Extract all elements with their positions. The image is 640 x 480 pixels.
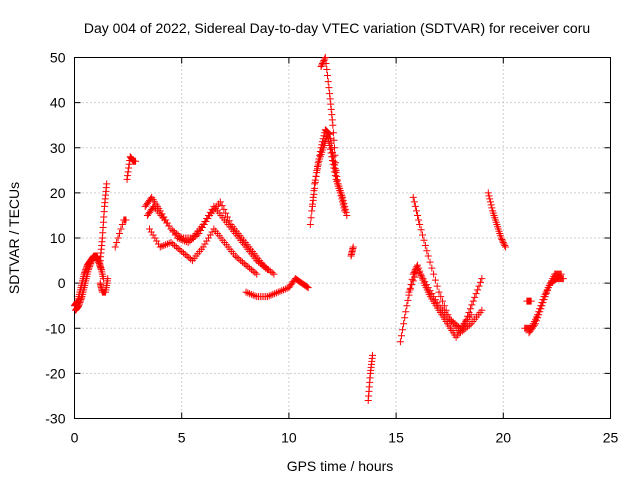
x-tick-label: 0 xyxy=(71,430,79,446)
series-s11 xyxy=(306,130,349,228)
data-point-markers xyxy=(111,216,130,251)
y-tick-label: 40 xyxy=(50,95,66,111)
data-point-markers xyxy=(72,252,105,314)
x-tick-label: 20 xyxy=(496,430,512,446)
series-s13 xyxy=(317,54,340,174)
x-tick-label: 15 xyxy=(388,430,404,446)
data-point-markers xyxy=(405,266,475,332)
data-point-markers xyxy=(306,130,349,228)
series-s19 xyxy=(484,189,509,251)
series-s02 xyxy=(72,252,105,314)
data-point-markers xyxy=(364,351,377,404)
x-tick-label: 5 xyxy=(178,430,186,446)
data-point-markers xyxy=(242,275,312,301)
y-tick-label: 10 xyxy=(50,230,66,246)
data-point-markers xyxy=(96,180,111,265)
series-s08 xyxy=(143,198,278,278)
data-point-markers xyxy=(141,193,271,274)
data-point-markers xyxy=(143,198,278,278)
series-s03 xyxy=(96,180,111,265)
data-marks xyxy=(71,54,567,404)
series-s15 xyxy=(364,351,377,404)
series-s07 xyxy=(141,193,271,274)
series-s16 xyxy=(396,261,486,346)
plot-frame xyxy=(74,57,611,419)
data-point-markers xyxy=(396,261,486,346)
y-tick-label: -30 xyxy=(45,411,65,427)
series-s22 xyxy=(525,270,565,337)
y-tick-label: 0 xyxy=(58,275,66,291)
series-s09 xyxy=(146,225,261,278)
x-tick-label: 25 xyxy=(603,430,619,446)
y-axis-label: SDTVAR / TECUs xyxy=(6,182,22,294)
series-s18 xyxy=(405,266,475,332)
y-tick-label: 20 xyxy=(50,185,66,201)
series-s06 xyxy=(123,153,140,183)
x-tick-label: 10 xyxy=(281,430,297,446)
data-point-markers xyxy=(523,297,535,305)
series-s14 xyxy=(347,243,357,260)
series-s20 xyxy=(523,297,535,305)
data-point-markers xyxy=(96,275,112,296)
y-tick-label: -10 xyxy=(45,320,65,336)
chart-title: Day 004 of 2022, Sidereal Day-to-day VTE… xyxy=(84,20,590,36)
series-s10 xyxy=(242,275,312,301)
data-point-markers xyxy=(146,225,261,278)
data-point-markers xyxy=(525,270,565,337)
data-point-markers xyxy=(347,243,357,260)
series-s04 xyxy=(96,275,112,296)
data-point-markers xyxy=(317,54,340,174)
y-tick-label: 50 xyxy=(50,50,66,66)
data-point-markers xyxy=(484,189,509,251)
y-tick-label: 30 xyxy=(50,140,66,156)
y-tick-label: -20 xyxy=(45,365,65,381)
series-s05 xyxy=(111,216,130,251)
tick-labels: 0 5 10 15 20 25 -30 -20 -10 0 10 20 30 40 50 xyxy=(45,50,618,446)
data-point-markers xyxy=(123,153,140,183)
x-axis-label: GPS time / hours xyxy=(287,458,394,474)
